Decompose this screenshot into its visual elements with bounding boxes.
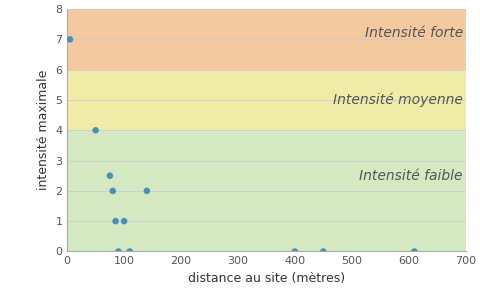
X-axis label: distance au site (mètres): distance au site (mètres) [188,272,345,285]
Point [410,249,418,254]
Point [112,219,120,224]
Point [126,249,133,254]
Bar [67,9,466,70]
Point [92,128,99,133]
Point [115,249,122,254]
Text: Intensité moyenne: Intensité moyenne [333,93,463,107]
Point [106,173,114,178]
Point [143,188,151,193]
Text: Intensité faible: Intensité faible [359,169,463,183]
Y-axis label: intensité maximale: intensité maximale [36,70,49,191]
Bar [67,70,466,130]
Point [66,37,74,42]
Point [291,249,299,254]
Point [120,219,128,224]
Bar [67,130,466,251]
Point [320,249,327,254]
Point [109,188,117,193]
Text: Intensité forte: Intensité forte [364,26,463,40]
